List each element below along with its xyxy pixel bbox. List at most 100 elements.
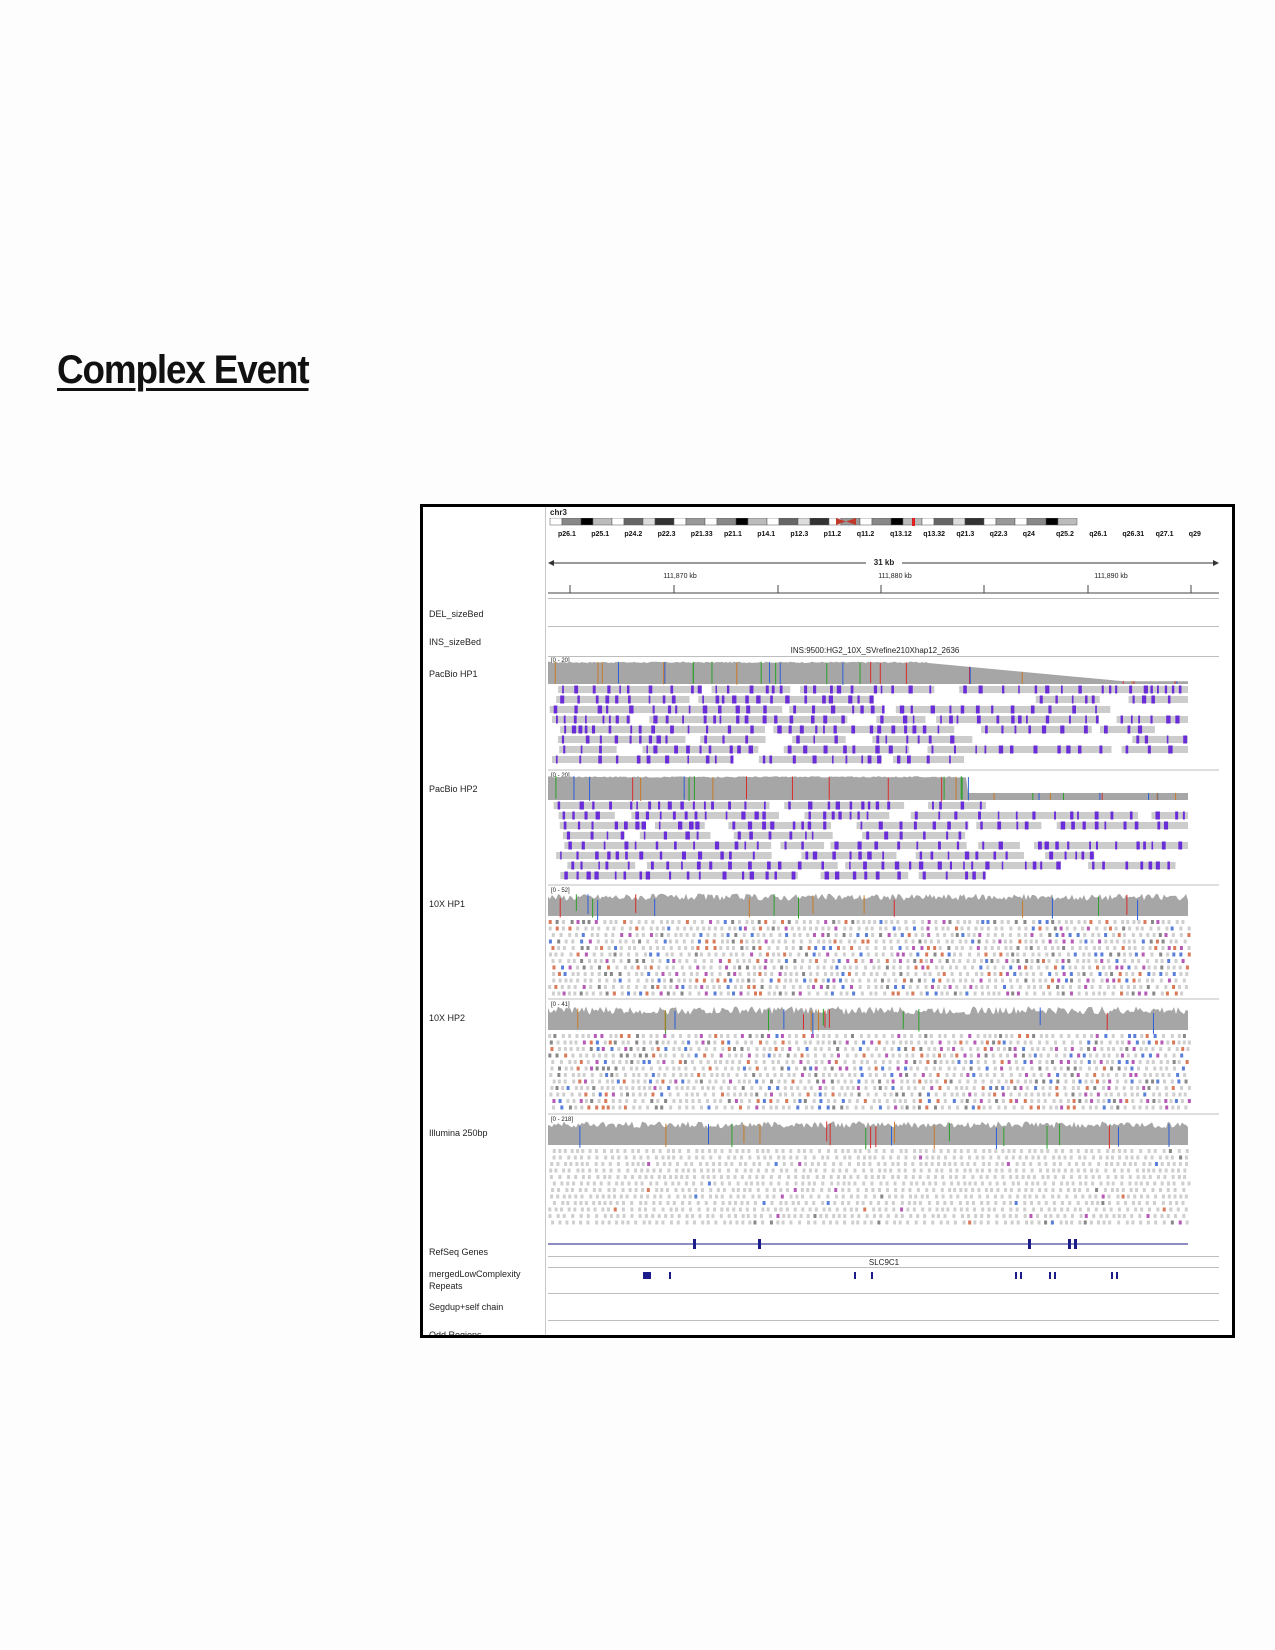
short-read bbox=[584, 1099, 588, 1103]
short-read bbox=[1100, 978, 1104, 983]
short-read bbox=[952, 1073, 956, 1077]
short-read bbox=[926, 1053, 930, 1058]
short-read bbox=[727, 1047, 731, 1051]
short-read bbox=[1134, 1053, 1138, 1058]
short-read bbox=[562, 1092, 566, 1097]
short-read bbox=[838, 978, 842, 983]
short-read bbox=[1127, 1168, 1131, 1173]
short-read bbox=[765, 1040, 769, 1045]
short-read bbox=[1029, 1040, 1033, 1045]
alignment-tracks[interactable] bbox=[548, 656, 1219, 1256]
short-read bbox=[600, 946, 604, 950]
insertion-mark bbox=[745, 695, 749, 704]
short-read bbox=[912, 1168, 916, 1173]
short-read bbox=[1009, 1201, 1013, 1205]
mismatch-spike bbox=[746, 776, 748, 800]
track-name-ins[interactable]: INS_sizeBed bbox=[429, 637, 482, 647]
short-read bbox=[1047, 959, 1051, 963]
short-read bbox=[686, 1086, 690, 1090]
short-read bbox=[655, 1034, 659, 1038]
short-read bbox=[655, 933, 659, 937]
short-read bbox=[740, 1175, 744, 1179]
short-read bbox=[964, 1105, 968, 1110]
short-read bbox=[891, 1201, 895, 1205]
short-read bbox=[938, 1040, 942, 1045]
insertion-mark bbox=[748, 745, 754, 754]
track-name-10x-hp1[interactable]: 10X HP1 bbox=[429, 899, 466, 909]
short-read bbox=[1161, 946, 1165, 950]
short-read bbox=[759, 1086, 763, 1090]
insertion-mark bbox=[975, 745, 977, 754]
short-read bbox=[1021, 1066, 1025, 1071]
short-read bbox=[1051, 978, 1055, 983]
short-read bbox=[578, 1079, 582, 1084]
track-name-pacbio-hp2[interactable]: PacBio HP2 bbox=[429, 784, 478, 794]
insertion-mark bbox=[752, 851, 755, 860]
short-read bbox=[1091, 1175, 1095, 1179]
short-read bbox=[1128, 1162, 1132, 1166]
short-read bbox=[1177, 1149, 1181, 1153]
short-read bbox=[691, 1214, 695, 1218]
short-read bbox=[1120, 1168, 1124, 1173]
chromosome-ideogram[interactable]: p26.1 p25.1 p24.2 p22.3 p21.33 p21.1 p14.1 p12.… bbox=[548, 518, 1219, 540]
track-name-del[interactable]: DEL_sizeBed bbox=[429, 609, 484, 619]
short-read bbox=[950, 939, 954, 944]
short-read bbox=[1079, 1047, 1083, 1051]
short-read bbox=[722, 1079, 726, 1084]
insertion-mark bbox=[762, 821, 766, 830]
aligned-read bbox=[927, 746, 1112, 753]
short-read bbox=[685, 959, 689, 963]
short-read bbox=[1126, 1194, 1130, 1199]
short-read bbox=[688, 991, 692, 996]
short-read bbox=[580, 946, 584, 950]
short-read bbox=[964, 1194, 968, 1199]
short-read bbox=[713, 1201, 717, 1205]
short-read bbox=[1032, 1073, 1036, 1077]
short-read bbox=[1172, 952, 1176, 957]
short-read bbox=[857, 1214, 861, 1218]
short-read bbox=[650, 1047, 654, 1051]
position-ruler[interactable] bbox=[548, 581, 1219, 595]
insertion-mark bbox=[629, 735, 632, 744]
short-read bbox=[896, 991, 900, 996]
short-read bbox=[592, 1053, 596, 1058]
short-read bbox=[1173, 946, 1177, 950]
insertion-mark bbox=[624, 821, 628, 830]
short-read bbox=[1091, 933, 1095, 937]
short-read bbox=[1013, 1047, 1017, 1051]
short-read bbox=[734, 1053, 738, 1058]
track-name-low-complexity[interactable]: mergedLowComplexity Repeats bbox=[429, 1269, 521, 1291]
short-read bbox=[1037, 1040, 1041, 1045]
short-read bbox=[1125, 991, 1129, 996]
short-read bbox=[1032, 1034, 1036, 1038]
track-name-pacbio-hp1[interactable]: PacBio HP1 bbox=[429, 669, 478, 679]
short-read bbox=[917, 1040, 921, 1045]
short-read bbox=[1017, 926, 1021, 931]
short-read bbox=[1119, 1099, 1123, 1103]
short-read bbox=[1146, 1220, 1150, 1225]
short-read bbox=[738, 1207, 742, 1212]
track-name-odd-regions[interactable]: Odd Regions bbox=[429, 1330, 482, 1338]
short-read bbox=[601, 1207, 605, 1212]
short-read bbox=[1007, 1149, 1011, 1153]
aligned-read bbox=[792, 736, 846, 743]
short-read bbox=[1132, 920, 1136, 924]
insertion-mark bbox=[808, 811, 811, 820]
short-read bbox=[740, 1201, 744, 1205]
short-read bbox=[841, 1194, 845, 1199]
short-read bbox=[884, 1086, 888, 1090]
track-name-segdup[interactable]: Segdup+self chain bbox=[429, 1302, 504, 1312]
cytoband bbox=[654, 518, 675, 526]
chromosome-label[interactable]: chr3 bbox=[550, 508, 567, 517]
short-read bbox=[1064, 920, 1068, 924]
low-complexity-track[interactable] bbox=[548, 1267, 1219, 1293]
short-read bbox=[1070, 946, 1074, 950]
short-read bbox=[1158, 933, 1162, 937]
track-name-refseq[interactable]: RefSeq Genes bbox=[429, 1247, 489, 1257]
track-name-illumina[interactable]: Illumina 250bp bbox=[429, 1128, 488, 1138]
track-name-10x-hp2[interactable]: 10X HP2 bbox=[429, 1013, 466, 1023]
short-read bbox=[1076, 1201, 1080, 1205]
insertion-mark bbox=[1055, 695, 1058, 704]
short-read bbox=[568, 933, 572, 937]
short-read bbox=[598, 1092, 602, 1097]
